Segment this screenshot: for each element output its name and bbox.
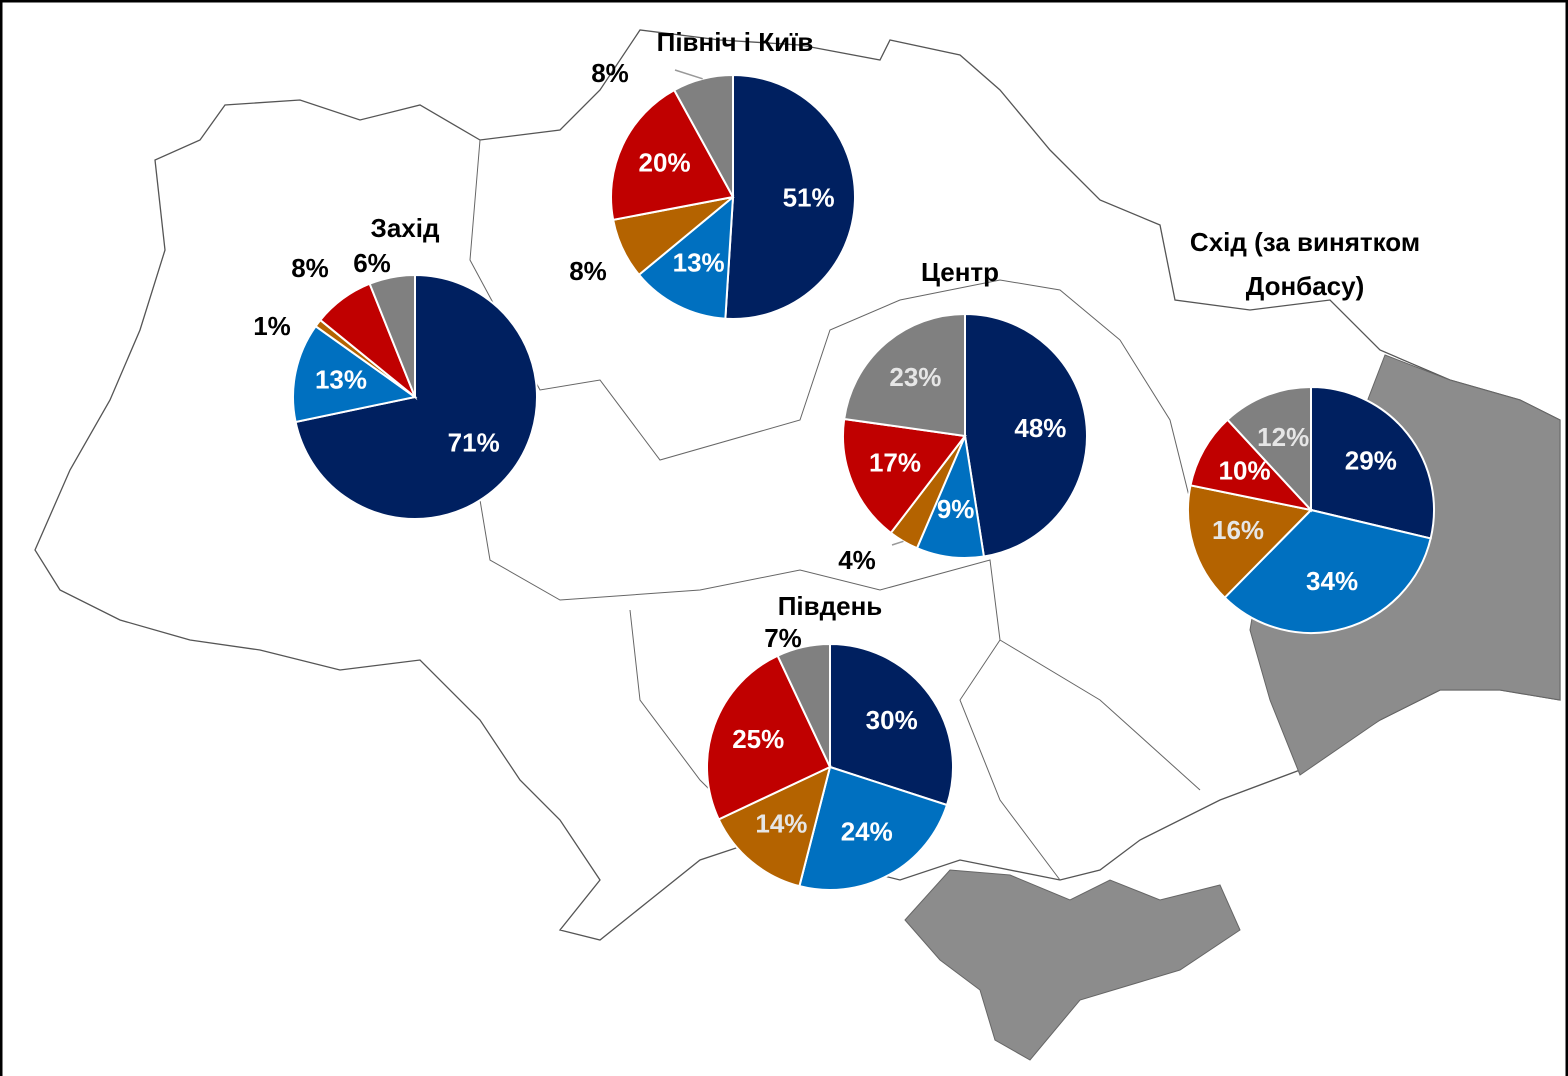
value-label: 1% bbox=[253, 311, 291, 341]
value-label: 10% bbox=[1219, 455, 1271, 485]
value-label: 9% bbox=[937, 494, 975, 524]
value-label: 8% bbox=[591, 58, 629, 88]
value-label: 17% bbox=[869, 448, 921, 478]
value-label: 51% bbox=[783, 182, 835, 212]
value-label: 30% bbox=[866, 705, 918, 735]
pie-slice bbox=[1189, 418, 1314, 512]
leader-line bbox=[891, 540, 904, 546]
pie-slice bbox=[964, 312, 1089, 558]
pie-slice bbox=[672, 73, 734, 198]
pie-slice bbox=[637, 194, 735, 320]
value-label: 29% bbox=[1345, 446, 1397, 476]
value-label: 8% bbox=[569, 256, 607, 286]
pie-title: Північ і Київ bbox=[656, 27, 814, 57]
pie-title: Схід (за винятком Донбасу) bbox=[1189, 227, 1421, 301]
value-label: 14% bbox=[755, 809, 807, 839]
pie-title: Центр bbox=[920, 257, 1000, 287]
value-label: 24% bbox=[841, 817, 893, 847]
value-label: 71% bbox=[448, 428, 500, 458]
value-label: 48% bbox=[1014, 413, 1066, 443]
value-label: 25% bbox=[732, 724, 784, 754]
pie-slice bbox=[706, 654, 832, 821]
value-label: 12% bbox=[1257, 422, 1309, 452]
pie-slice bbox=[798, 765, 949, 891]
pie-slice bbox=[1223, 508, 1432, 634]
value-label: 13% bbox=[315, 364, 367, 394]
region-borders bbox=[469, 139, 1201, 881]
value-label: 16% bbox=[1212, 515, 1264, 545]
pie-slice bbox=[842, 417, 967, 535]
value-label: 7% bbox=[764, 623, 802, 653]
pie-slice bbox=[776, 642, 831, 768]
pie-slice bbox=[1310, 385, 1435, 540]
pie-title: Захід bbox=[370, 213, 440, 243]
crimea bbox=[904, 869, 1241, 1061]
pie-slice bbox=[724, 73, 857, 320]
pie-slice bbox=[843, 312, 966, 438]
pie-slice bbox=[1226, 385, 1312, 513]
pie-slice bbox=[610, 88, 735, 222]
value-label: 20% bbox=[639, 148, 691, 178]
pie-slice bbox=[829, 642, 954, 807]
value-label: 8% bbox=[291, 253, 329, 283]
pie-slice bbox=[368, 273, 416, 398]
pie-slice bbox=[1187, 484, 1314, 600]
value-label: 23% bbox=[889, 362, 941, 392]
pie-title: Південь bbox=[777, 591, 883, 621]
pie-slice bbox=[292, 324, 418, 424]
value-label: 4% bbox=[838, 545, 876, 575]
value-label: 34% bbox=[1306, 566, 1358, 596]
pie-slice bbox=[717, 765, 832, 888]
value-label: 13% bbox=[673, 247, 725, 277]
value-label: 6% bbox=[353, 248, 391, 278]
leader-line bbox=[674, 69, 703, 80]
